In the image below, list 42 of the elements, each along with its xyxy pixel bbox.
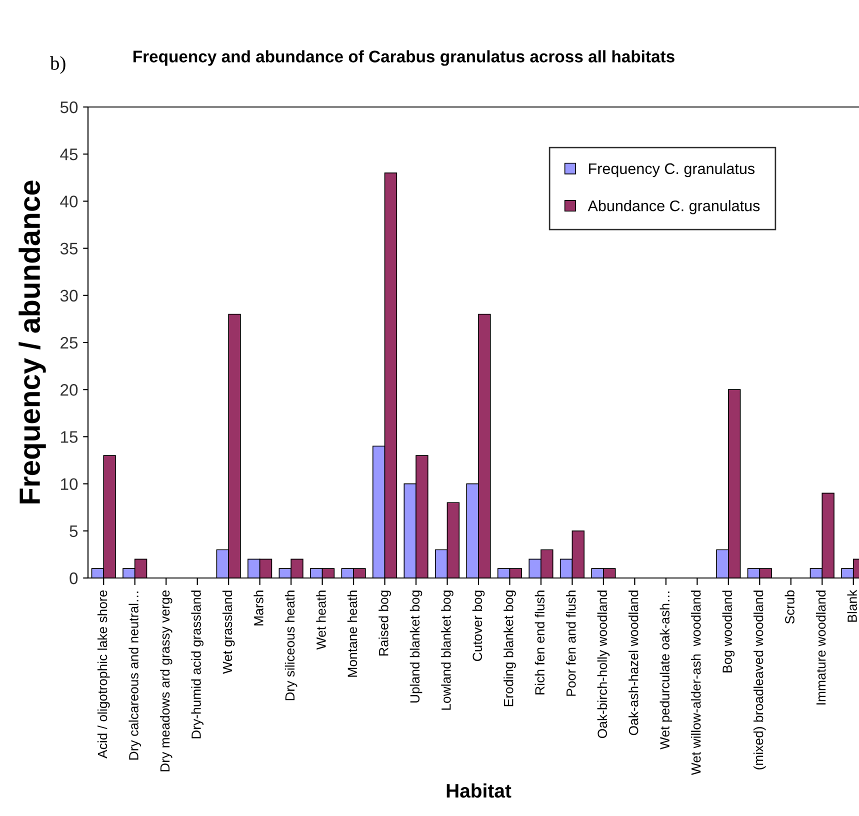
legend-label: Abundance C. granulatus bbox=[588, 200, 760, 214]
y-tick-label: 15 bbox=[61, 431, 78, 443]
x-tick-label: Marsh bbox=[254, 590, 264, 626]
y-tick-label: 10 bbox=[61, 478, 78, 490]
y-tick-label: 40 bbox=[60, 196, 78, 208]
x-tick-label: Montane heath bbox=[347, 590, 358, 677]
y-tick-label: 45 bbox=[60, 148, 78, 160]
y-tick-label: 30 bbox=[60, 290, 78, 302]
y-tick-label: 20 bbox=[60, 384, 78, 396]
x-tick-label: Wet pedurculate oak-ash… bbox=[660, 592, 672, 750]
x-tick-label: Dry calcareous and neutral… bbox=[128, 592, 142, 760]
x-tick-label: Wet heath bbox=[316, 590, 326, 650]
x-tick-label: Wet willow-alder-ash woodland bbox=[691, 590, 701, 776]
x-tick-label: Oak-birch-holly woodland bbox=[597, 590, 610, 738]
y-axis-title: Frequency / abundance bbox=[18, 180, 46, 504]
chart-title: Frequency and abundance of Carabus granulatus across all habitats bbox=[134, 50, 674, 66]
x-tick-label: (mixed) broadleaved woodland bbox=[754, 590, 766, 770]
x-tick-label: Scrub bbox=[784, 590, 794, 624]
x-tick-label: Dry-humid acid grassland bbox=[191, 590, 204, 738]
y-tick-label: 0 bbox=[70, 572, 78, 584]
legend-label: Frequency C. granulatus bbox=[589, 162, 755, 178]
x-tick-label: Wet grassland bbox=[222, 590, 235, 674]
x-tick-label: Dry meadows ard grassy verge bbox=[160, 590, 172, 772]
x-tick-label: Lowland blanket bog bbox=[441, 590, 454, 710]
x-tick-label: Rich fen end flush bbox=[534, 590, 545, 694]
x-tick-label: Bog woodland bbox=[722, 590, 735, 672]
x-tick-label: Oak-ash-hazel woodland bbox=[628, 590, 638, 736]
x-tick-label: Raised bog bbox=[378, 590, 391, 656]
y-tick-label: 25 bbox=[60, 336, 78, 349]
x-tick-label: Poor fen and flush bbox=[566, 590, 576, 696]
x-tick-label: Immature woodland bbox=[816, 590, 826, 704]
x-tick-label: Dry siliceous heath bbox=[284, 590, 298, 700]
text: b) bbox=[50, 56, 66, 74]
x-tick-label: Cutover bog bbox=[472, 590, 485, 662]
x-axis-title: Habitat bbox=[446, 783, 512, 798]
y-tick-label: 5 bbox=[70, 525, 78, 538]
x-tick-label: Acid / oligotrophic lake shore bbox=[97, 590, 110, 758]
y-tick-label: 50 bbox=[60, 101, 78, 114]
x-tick-label: Eroding blanket bog bbox=[504, 590, 516, 706]
x-tick-label: Blank bbox=[847, 590, 857, 622]
y-tick-label: 35 bbox=[60, 242, 78, 255]
x-tick-label: Upland blanket bog bbox=[410, 590, 422, 702]
